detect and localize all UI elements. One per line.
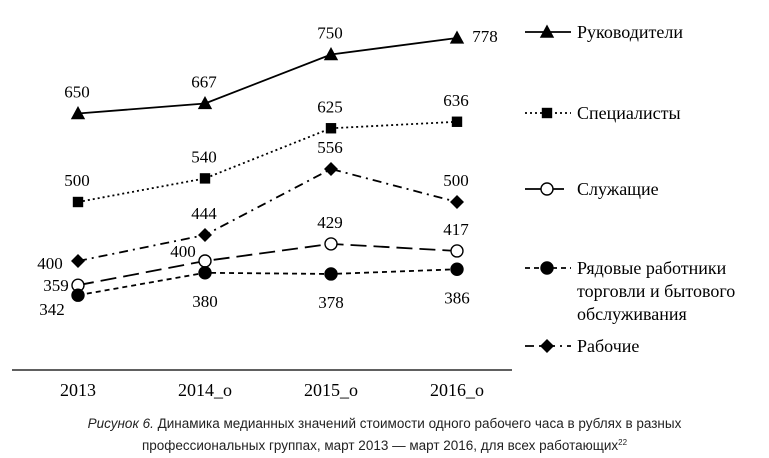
legend-label: Рядовые работники xyxy=(577,258,727,278)
data-label: 750 xyxy=(317,24,343,43)
data-label: 500 xyxy=(443,171,469,190)
data-label: 650 xyxy=(64,83,90,102)
data-label: 429 xyxy=(317,213,343,232)
data-point-marker xyxy=(72,196,84,208)
legend-label: Специалисты xyxy=(577,103,681,123)
legend-entry-4: Рядовые работники торговли и бытового обсл… xyxy=(525,258,735,324)
data-label: 359 xyxy=(43,276,69,295)
data-label: 417 xyxy=(443,220,469,239)
legend-entry-5: Рабочие xyxy=(525,336,639,356)
footnote-ref: 22 xyxy=(618,438,628,447)
series-2: 500 540 625 636 xyxy=(64,91,469,208)
caption-line-2: профессиональных группах, март 2013 — ма… xyxy=(0,433,769,455)
x-tick-label: 2014_o xyxy=(178,380,232,400)
legend-swatch-marker xyxy=(540,182,554,196)
figure-caption: Рисунок 6. Динамика медианных значений с… xyxy=(0,414,769,455)
legend-label: торговли и бытового xyxy=(577,281,735,301)
series-line xyxy=(77,37,458,115)
caption-line-1: Рисунок 6. Динамика медианных значений с… xyxy=(0,414,769,433)
data-label: 556 xyxy=(317,138,343,157)
data-point-marker xyxy=(325,123,337,134)
data-point-marker xyxy=(71,254,85,268)
x-tick-label: 2013 xyxy=(60,380,96,400)
data-point-marker xyxy=(197,96,213,110)
series-5: 400 444 556 500 xyxy=(37,138,469,273)
legend-swatch-marker xyxy=(539,24,555,38)
data-label: 540 xyxy=(191,147,217,166)
x-tick-label: 2016_o xyxy=(430,380,484,400)
data-label: 400 xyxy=(170,242,196,261)
data-point-marker xyxy=(450,244,464,258)
legend-entry-1: Руководители xyxy=(525,22,683,42)
data-point-marker xyxy=(324,161,338,176)
data-point-marker xyxy=(324,237,338,251)
data-point-marker xyxy=(199,173,211,184)
data-label: 636 xyxy=(443,91,469,110)
data-point-marker xyxy=(450,262,464,276)
data-label: 400 xyxy=(37,254,63,273)
series-4: 342 380 378 386 xyxy=(39,262,470,319)
legend-swatch-marker xyxy=(540,261,554,275)
caption-text-2: профессиональных группах, март 2013 — ма… xyxy=(141,438,619,453)
series-line xyxy=(77,168,458,262)
data-label: 342 xyxy=(39,300,65,319)
series-3: 359 400 429 417 xyxy=(43,213,469,295)
data-point-marker xyxy=(451,116,463,127)
data-point-marker xyxy=(449,30,465,44)
legend-label: обслуживания xyxy=(577,304,687,324)
data-label: 386 xyxy=(444,288,470,307)
data-label: 667 xyxy=(191,72,217,91)
data-label: 380 xyxy=(192,292,218,311)
legend-label: Руководители xyxy=(577,22,683,42)
data-label: 444 xyxy=(191,204,217,223)
legend-label: Служащие xyxy=(577,179,659,199)
data-point-marker xyxy=(198,254,212,268)
data-point-marker xyxy=(71,288,85,302)
x-tick-labels: 2013 2014_o 2015_o 2016_o xyxy=(60,380,484,400)
data-point-marker xyxy=(450,195,464,209)
legend-swatch-marker xyxy=(541,107,553,119)
x-tick-label: 2015_o xyxy=(304,380,358,400)
data-point-marker xyxy=(324,267,338,281)
data-label: 625 xyxy=(317,97,343,116)
data-point-marker xyxy=(70,106,86,120)
data-label: 500 xyxy=(64,171,90,190)
data-label: 378 xyxy=(318,293,344,312)
legend: Руководители Специалисты Служащие Рядовые р… xyxy=(525,22,735,356)
caption-text-1: Динамика медианных значений стоимости од… xyxy=(153,416,682,431)
data-point-marker xyxy=(198,266,212,280)
data-label: 778 xyxy=(472,27,498,46)
series-line xyxy=(77,268,458,297)
legend-entry-2: Специалисты xyxy=(525,103,681,123)
legend-label: Рабочие xyxy=(577,336,639,356)
series-line xyxy=(77,242,458,287)
legend-swatch-marker xyxy=(540,339,554,353)
data-point-marker xyxy=(323,47,339,61)
caption-prefix: Рисунок 6. xyxy=(87,416,154,431)
series-line xyxy=(77,120,458,203)
legend-entry-3: Служащие xyxy=(525,179,659,199)
series-1: 650 667 750 778 xyxy=(64,24,498,120)
data-point-marker xyxy=(198,228,212,243)
